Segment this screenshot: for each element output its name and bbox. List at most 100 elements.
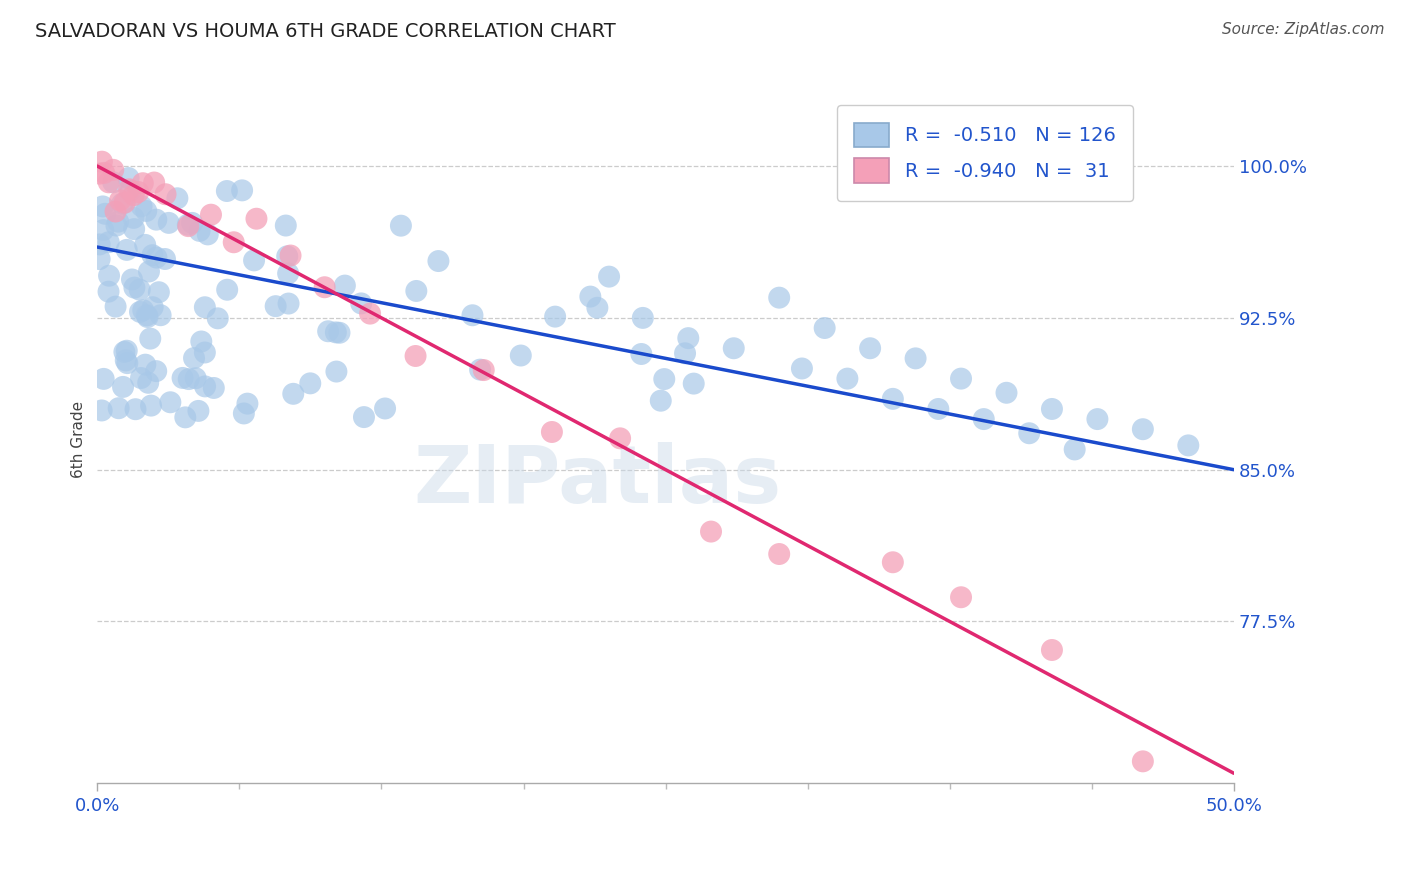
Point — [107, 401, 129, 416]
Point — [166, 191, 188, 205]
Point — [202, 381, 225, 395]
Point — [700, 524, 723, 539]
Point — [112, 345, 135, 359]
Point — [1132, 755, 1154, 769]
Point — [139, 399, 162, 413]
Point — [328, 326, 350, 340]
Point — [333, 278, 356, 293]
Point — [280, 248, 302, 262]
Point — [159, 395, 181, 409]
Point — [177, 372, 200, 386]
Point — [283, 386, 305, 401]
Point — [630, 347, 652, 361]
Point — [187, 404, 209, 418]
Point — [231, 183, 253, 197]
Point — [1018, 426, 1040, 441]
Point — [222, 235, 245, 250]
Point — [117, 356, 139, 370]
Point — [353, 410, 375, 425]
Point — [405, 349, 427, 363]
Point — [316, 324, 339, 338]
Point — [1040, 643, 1063, 657]
Point — [172, 371, 194, 385]
Point — [135, 204, 157, 219]
Point — [157, 216, 180, 230]
Text: ZIPatlas: ZIPatlas — [413, 442, 782, 520]
Point — [579, 290, 602, 304]
Point — [97, 175, 120, 189]
Point — [105, 219, 128, 233]
Point — [145, 212, 167, 227]
Point — [90, 154, 112, 169]
Point — [128, 283, 150, 297]
Point — [131, 199, 153, 213]
Point — [135, 309, 157, 323]
Point — [139, 332, 162, 346]
Point — [904, 351, 927, 366]
Point — [374, 401, 396, 416]
Point — [609, 431, 631, 445]
Point — [148, 285, 170, 300]
Point — [89, 167, 111, 181]
Point — [768, 291, 790, 305]
Point — [127, 185, 149, 199]
Point — [132, 303, 155, 318]
Point — [678, 331, 700, 345]
Point — [276, 249, 298, 263]
Point — [104, 204, 127, 219]
Point — [129, 371, 152, 385]
Point — [236, 397, 259, 411]
Point — [882, 392, 904, 406]
Point — [200, 208, 222, 222]
Point — [122, 222, 145, 236]
Point — [136, 376, 159, 390]
Point — [104, 300, 127, 314]
Point — [153, 252, 176, 266]
Point — [243, 253, 266, 268]
Point — [1132, 422, 1154, 436]
Point — [359, 307, 381, 321]
Point — [181, 216, 204, 230]
Point — [723, 341, 745, 355]
Point — [673, 346, 696, 360]
Point — [93, 372, 115, 386]
Point — [859, 341, 882, 355]
Point — [136, 310, 159, 324]
Point — [129, 305, 152, 319]
Point — [134, 238, 156, 252]
Point — [194, 379, 217, 393]
Point — [112, 380, 135, 394]
Point — [277, 296, 299, 310]
Point — [132, 176, 155, 190]
Point — [197, 227, 219, 242]
Point — [190, 334, 212, 349]
Point — [472, 363, 495, 377]
Point — [541, 425, 564, 439]
Point — [114, 195, 136, 210]
Point — [427, 254, 450, 268]
Point — [882, 555, 904, 569]
Point — [468, 362, 491, 376]
Point — [215, 184, 238, 198]
Point — [325, 365, 347, 379]
Point — [389, 219, 412, 233]
Point — [149, 308, 172, 322]
Point — [177, 219, 200, 233]
Point — [1040, 401, 1063, 416]
Point — [232, 407, 254, 421]
Point — [274, 219, 297, 233]
Point — [350, 296, 373, 310]
Point — [177, 218, 200, 232]
Text: Source: ZipAtlas.com: Source: ZipAtlas.com — [1222, 22, 1385, 37]
Point — [91, 223, 114, 237]
Point — [245, 211, 267, 226]
Point — [188, 224, 211, 238]
Point — [114, 353, 136, 368]
Point — [103, 162, 125, 177]
Point — [97, 235, 120, 250]
Point — [108, 194, 131, 208]
Point — [682, 376, 704, 391]
Point — [122, 211, 145, 225]
Legend: R =  -0.510   N = 126, R =  -0.940   N =  31: R = -0.510 N = 126, R = -0.940 N = 31 — [837, 105, 1133, 201]
Point — [790, 361, 813, 376]
